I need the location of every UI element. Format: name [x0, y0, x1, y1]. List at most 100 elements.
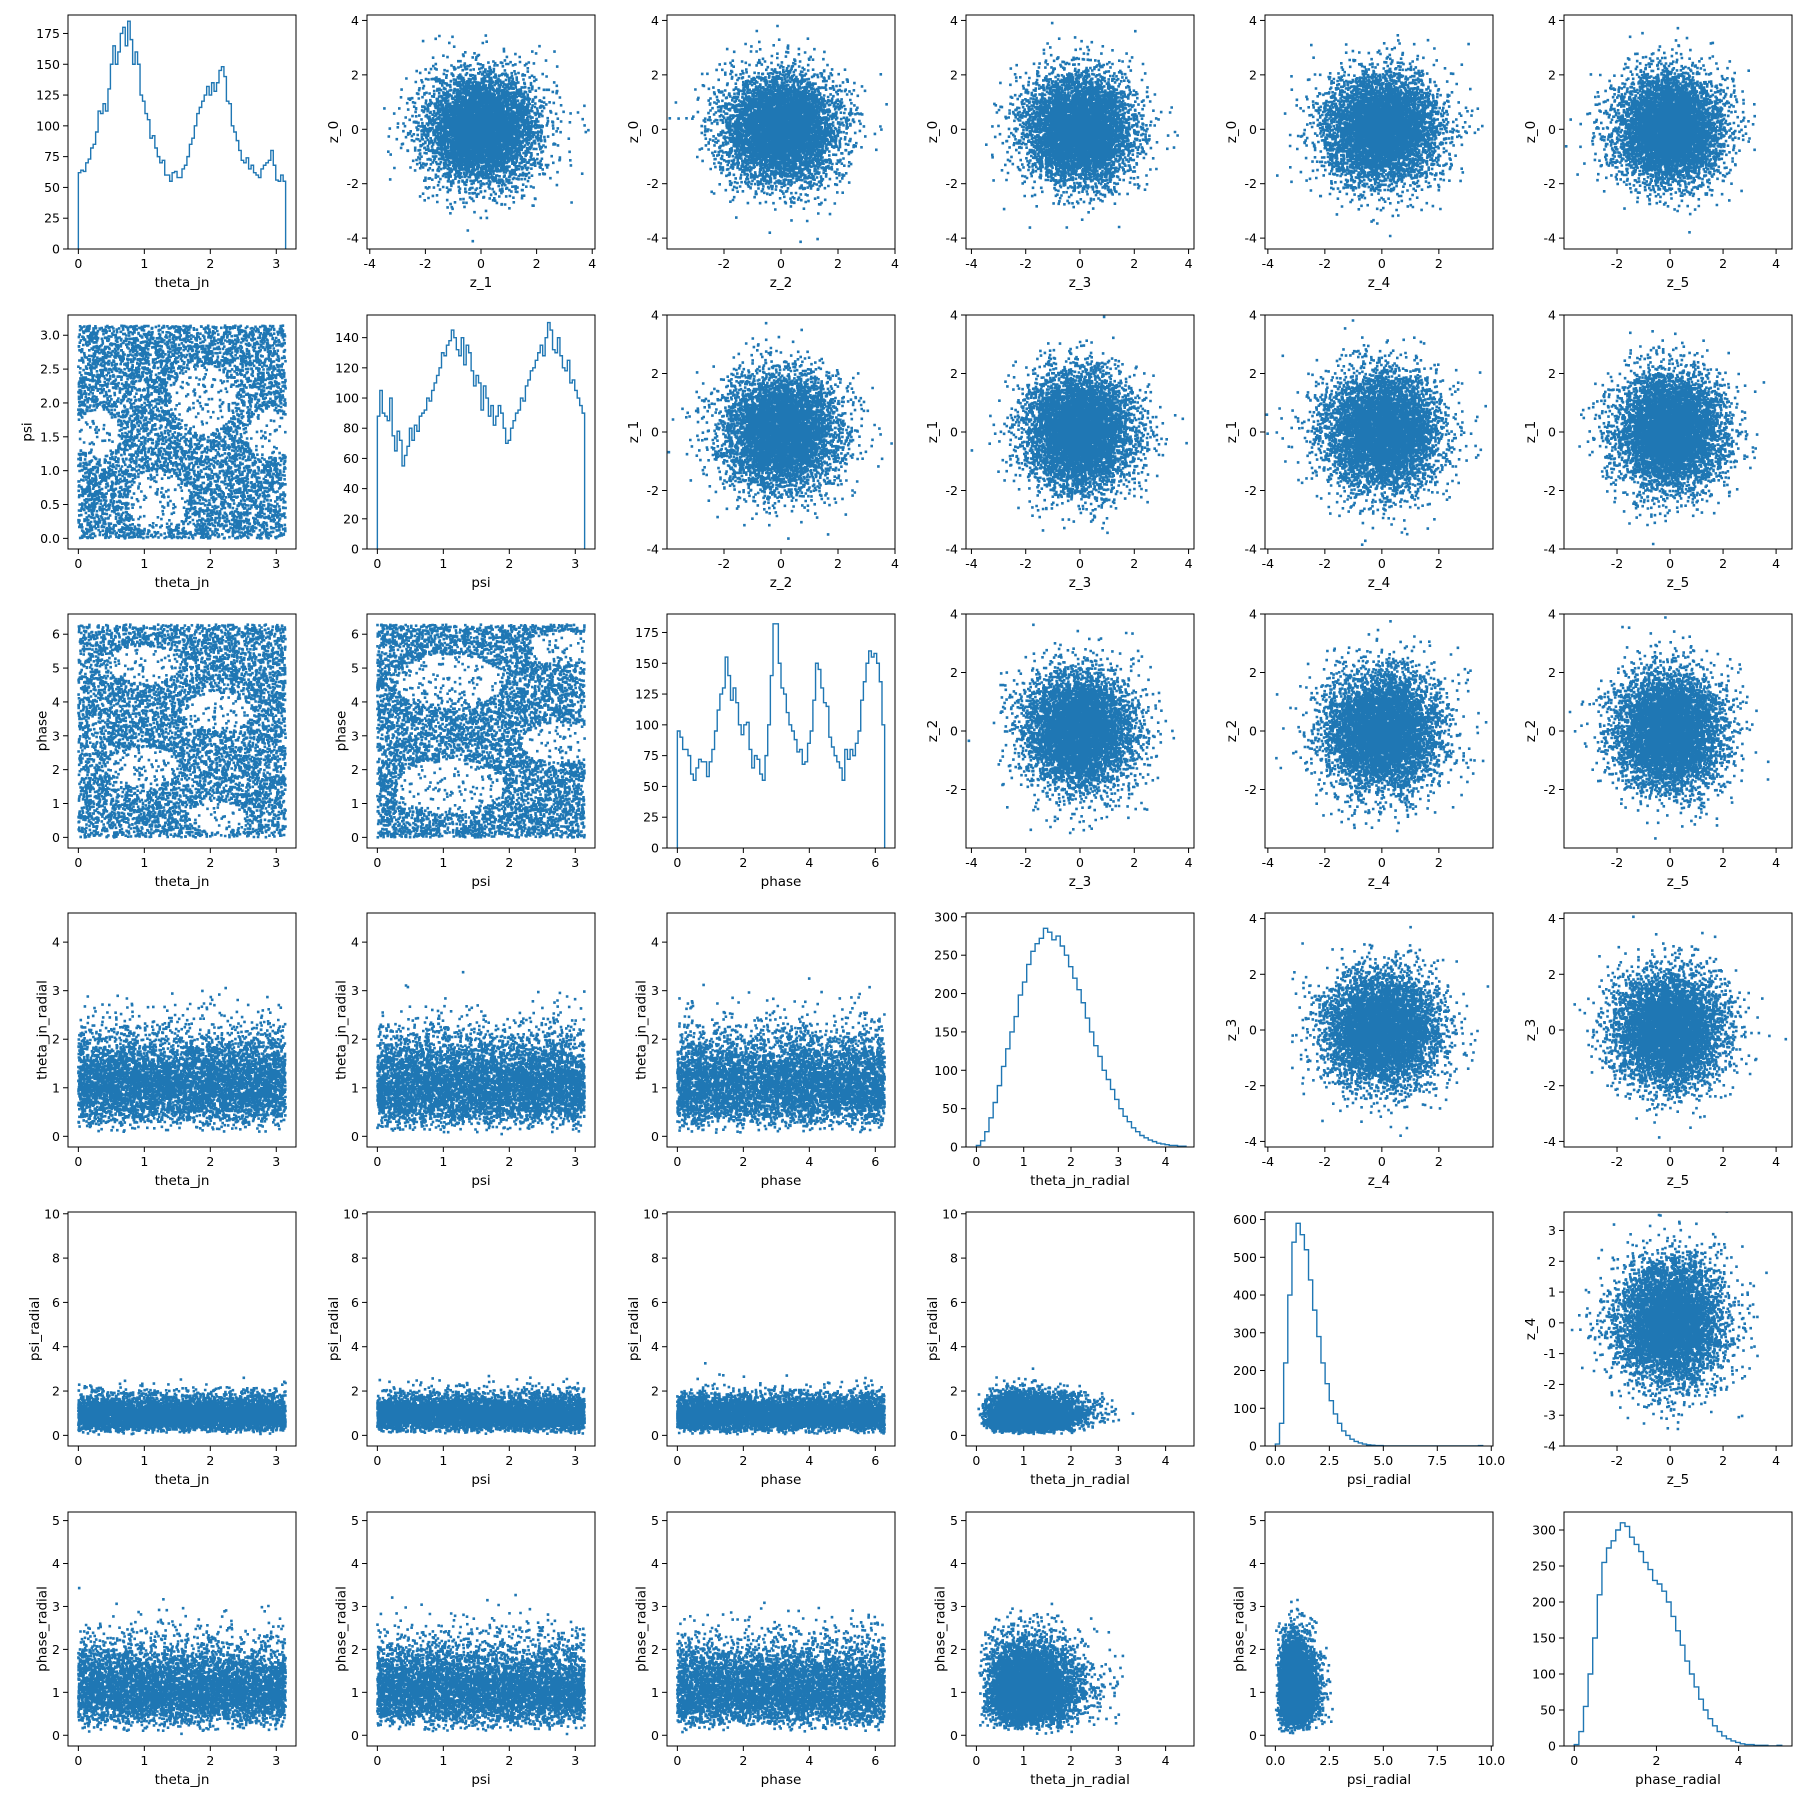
x-tick-label: 3	[571, 1453, 579, 1468]
y-tick-label: 0	[1548, 1023, 1556, 1038]
y-tick-label: 20	[343, 511, 359, 526]
x-tick-label: 0	[74, 1453, 82, 1468]
y-tick-label: 1	[950, 1685, 958, 1700]
x-tick-label: 0	[1666, 1154, 1674, 1169]
y-axis-label: z_3	[1224, 1019, 1240, 1041]
x-tick-label: 0	[972, 1154, 980, 1169]
y-tick-label: 0	[950, 1140, 958, 1155]
y-tick-label: 0.0	[40, 531, 60, 546]
y-tick-label: -4	[1544, 1134, 1557, 1149]
y-tick-label: 2	[1548, 366, 1556, 381]
y-tick-label: 4	[1548, 911, 1556, 926]
x-tick-label: 4	[805, 855, 813, 870]
x-tick-label: 4	[1772, 855, 1780, 870]
y-tick-label: 500	[1233, 1250, 1257, 1265]
x-tick-label: 2	[739, 855, 747, 870]
y-tick-label: 0.5	[40, 497, 60, 512]
y-tick-label: 100	[934, 1063, 958, 1078]
y-tick-label: 1	[1548, 1285, 1556, 1300]
y-tick-label: 6	[52, 1295, 60, 1310]
x-tick-label: 1	[1020, 1753, 1028, 1768]
x-tick-label: -2	[1319, 256, 1331, 271]
y-tick-label: 50	[44, 180, 60, 195]
x-tick-label: 3	[571, 1154, 579, 1169]
y-axis-label: theta_jn_radial	[35, 980, 51, 1080]
x-axis-label: theta_jn_radial	[1030, 1173, 1130, 1189]
x-tick-label: 7.5	[1427, 1453, 1447, 1468]
x-tick-label: 4	[1772, 556, 1780, 571]
y-tick-label: 0	[950, 122, 958, 137]
x-tick-label: 0	[373, 1453, 381, 1468]
x-tick-label: 4	[1185, 855, 1193, 870]
y-tick-label: 150	[1532, 1631, 1556, 1646]
y-axis-label: z_2	[1224, 720, 1240, 742]
y-tick-label: 4	[651, 1556, 659, 1571]
y-tick-label: 0	[651, 841, 659, 856]
x-tick-label: -2	[718, 256, 730, 271]
y-tick-label: 5	[52, 1513, 60, 1528]
x-tick-label: 6	[871, 1453, 879, 1468]
y-tick-label: -2	[1544, 782, 1556, 797]
x-tick-label: 0	[777, 556, 785, 571]
y-axis-label: phase_radial	[334, 1586, 350, 1672]
y-tick-label: 2	[1548, 665, 1556, 680]
y-tick-label: -4	[1544, 1439, 1557, 1454]
y-tick-label: 2.5	[40, 362, 60, 377]
y-tick-label: -2	[946, 782, 958, 797]
x-tick-label: 3	[571, 855, 579, 870]
x-tick-label: 2	[1435, 556, 1443, 571]
x-tick-label: 3	[272, 1453, 280, 1468]
y-tick-label: 300	[934, 909, 958, 924]
y-tick-label: 0	[1548, 1315, 1556, 1330]
y-tick-label: 2	[351, 1384, 359, 1399]
y-axis-label: z_0	[1224, 121, 1240, 143]
x-tick-label: 3	[272, 855, 280, 870]
y-tick-label: 1	[52, 1685, 60, 1700]
x-axis-label: psi	[471, 874, 490, 890]
x-axis-label: z_5	[1667, 575, 1689, 591]
y-tick-label: 2	[950, 1384, 958, 1399]
x-tick-label: 2	[206, 855, 214, 870]
y-tick-label: 3	[1548, 1223, 1556, 1238]
y-tick-label: 2	[651, 67, 659, 82]
y-tick-label: 125	[36, 88, 60, 103]
x-axis-label: z_2	[770, 575, 792, 591]
x-tick-label: 2	[1067, 1453, 1075, 1468]
x-tick-label: 2	[206, 556, 214, 571]
x-tick-label: 0	[477, 256, 485, 271]
x-tick-label: -4	[1262, 855, 1275, 870]
y-tick-label: 4	[651, 935, 659, 950]
y-tick-label: 2	[351, 67, 359, 82]
y-tick-label: 6	[651, 1295, 659, 1310]
x-tick-label: 3	[1114, 1753, 1122, 1768]
x-axis-label: psi_radial	[1347, 1772, 1411, 1788]
x-tick-label: 0	[1076, 855, 1084, 870]
x-axis-label: z_4	[1368, 1173, 1390, 1189]
x-tick-label: 4	[891, 256, 899, 271]
x-tick-label: 2	[834, 556, 842, 571]
y-tick-label: 0	[52, 1428, 60, 1443]
x-axis-label: psi	[471, 1173, 490, 1189]
x-tick-label: 2	[739, 1453, 747, 1468]
y-tick-label: 0	[1249, 1023, 1257, 1038]
y-tick-label: 3	[52, 728, 60, 743]
x-tick-label: 0.0	[1265, 1753, 1285, 1768]
x-tick-label: 4	[1162, 1154, 1170, 1169]
x-tick-label: 0	[777, 256, 785, 271]
y-tick-label: -2	[647, 176, 659, 191]
y-tick-label: 2	[651, 1642, 659, 1657]
y-tick-label: 4	[950, 607, 958, 622]
y-tick-label: 200	[934, 986, 958, 1001]
y-axis-label: z_1	[626, 421, 642, 443]
x-axis-label: psi	[471, 1772, 490, 1788]
x-tick-label: 3	[272, 1753, 280, 1768]
y-tick-label: 5	[351, 661, 359, 676]
x-tick-label: 0	[673, 1154, 681, 1169]
y-tick-label: -2	[1544, 1078, 1556, 1093]
x-axis-label: phase	[761, 1173, 802, 1189]
x-axis-label: z_4	[1368, 275, 1390, 291]
y-tick-label: 2	[1548, 67, 1556, 82]
y-tick-label: 0	[1249, 122, 1257, 137]
y-tick-label: 0	[1548, 1739, 1556, 1754]
